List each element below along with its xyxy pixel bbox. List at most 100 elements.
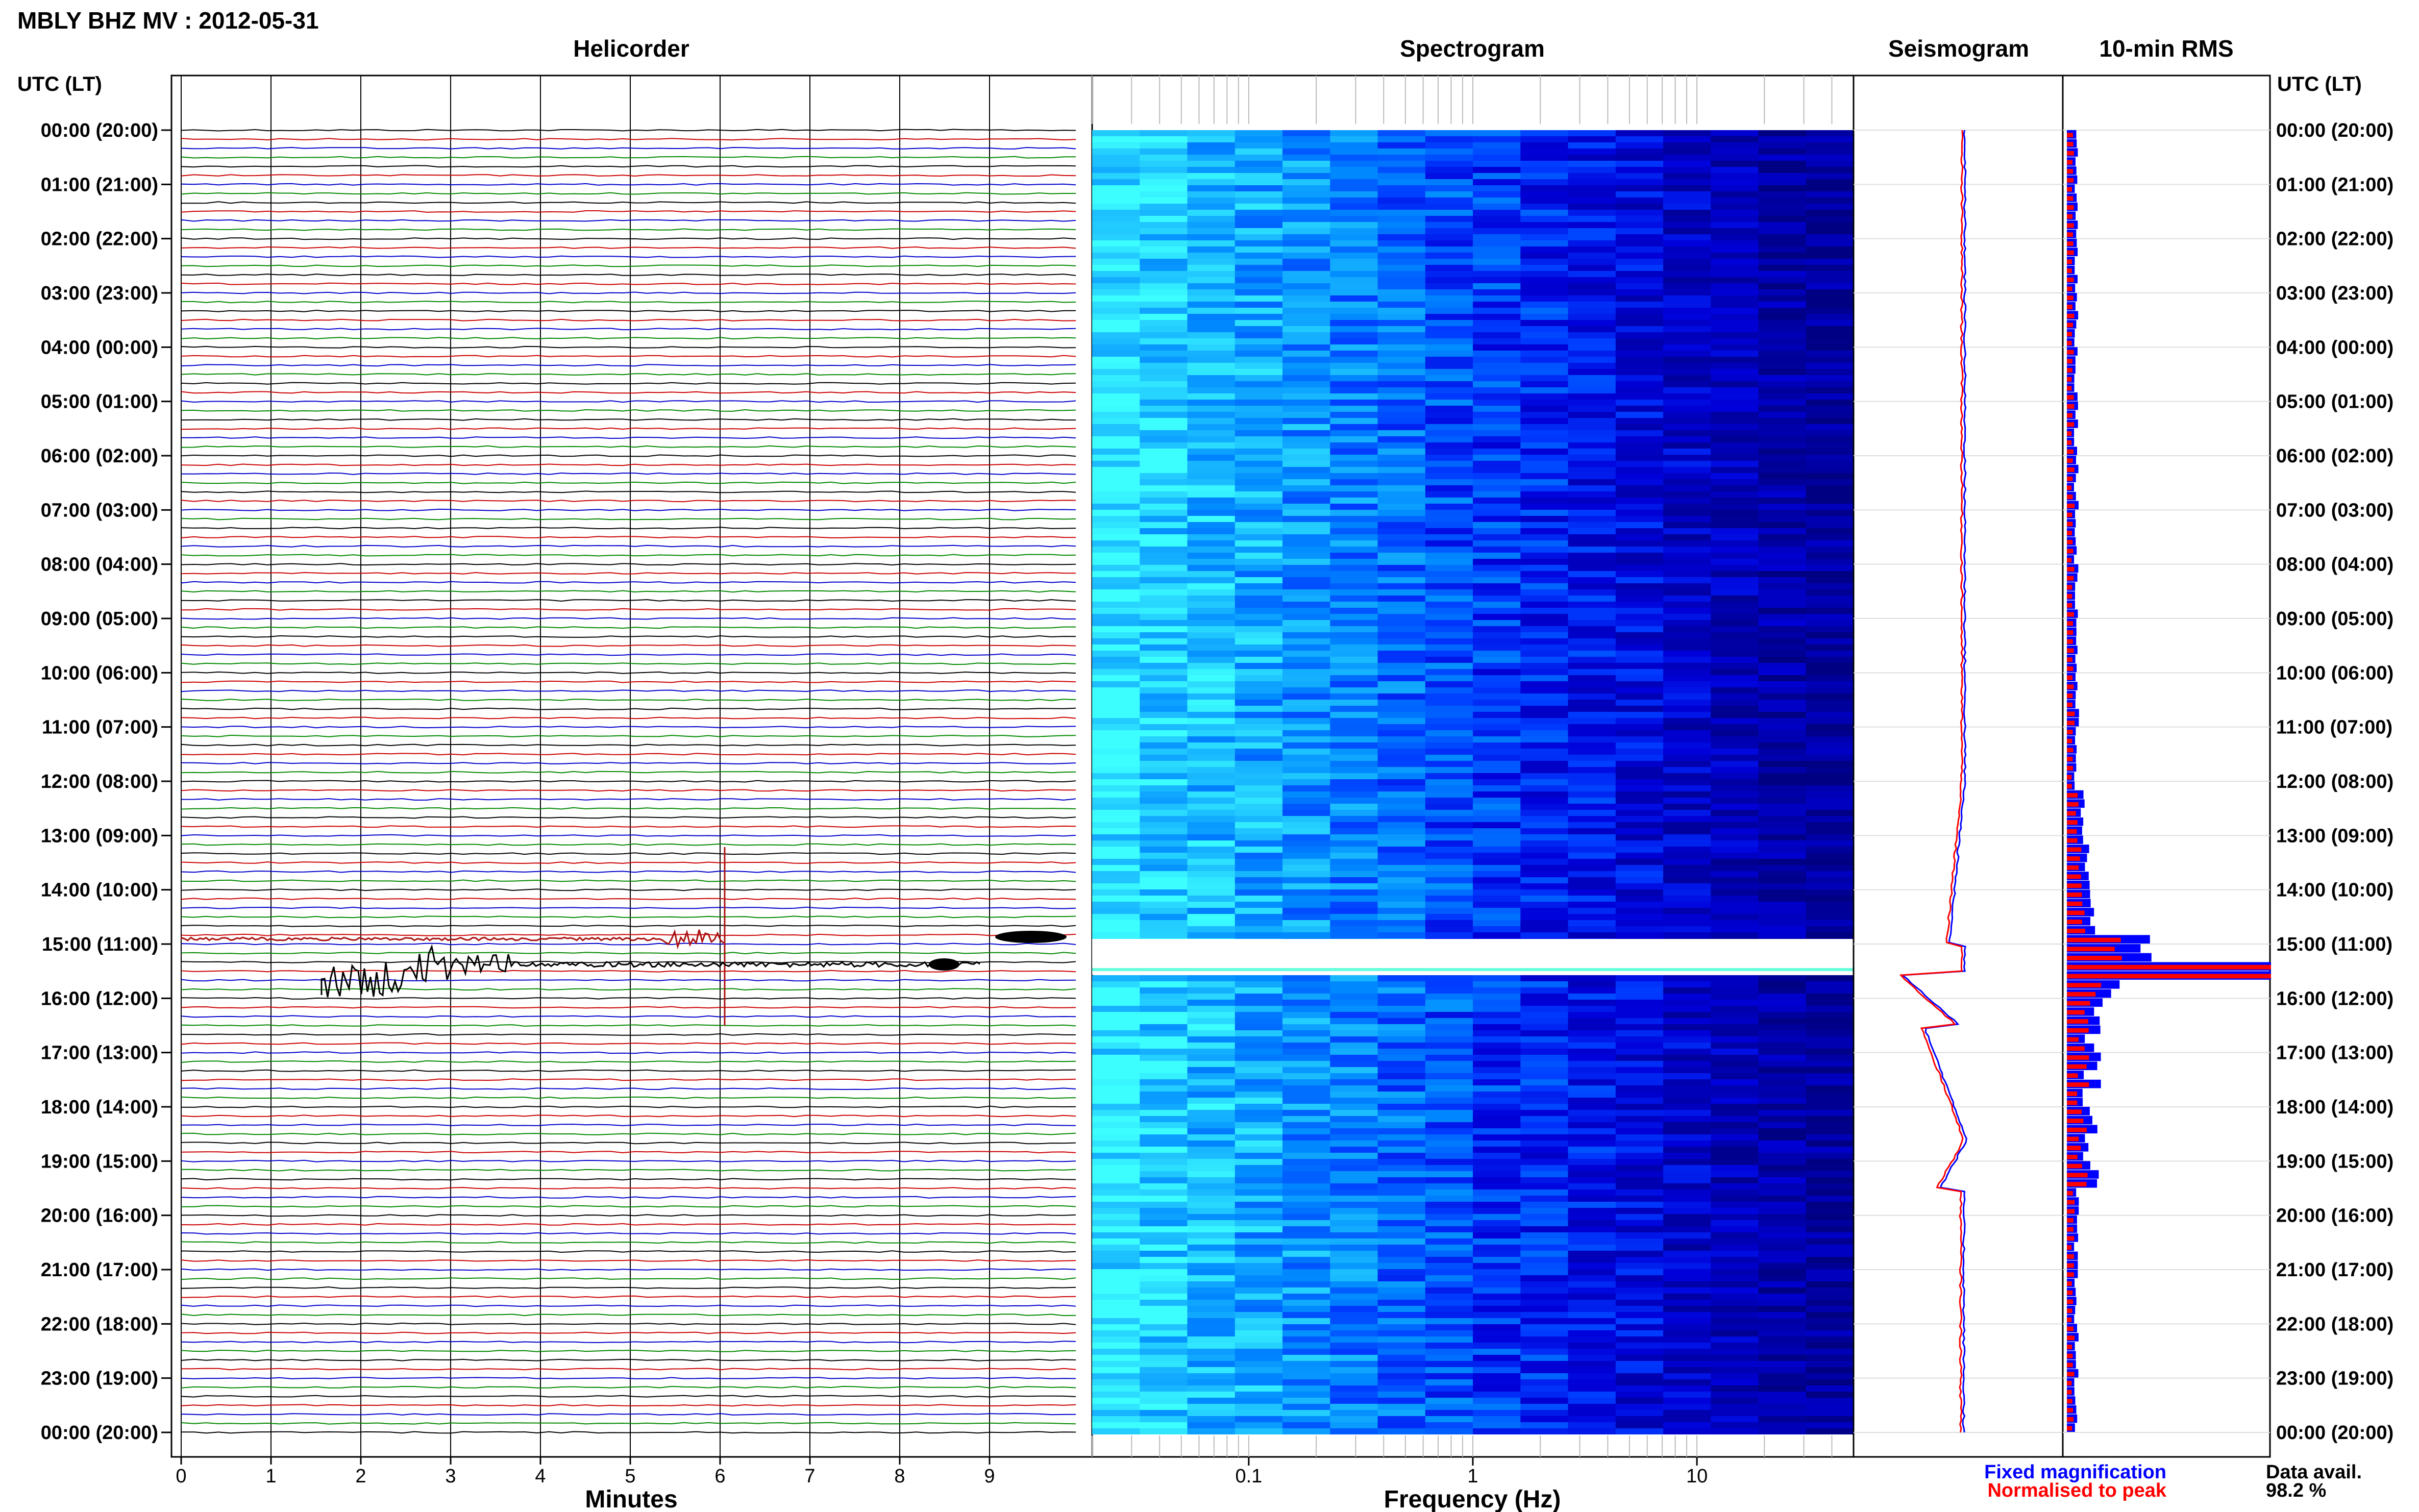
spectrogram-cell bbox=[1568, 498, 1616, 504]
spectrogram-cell bbox=[1235, 1116, 1283, 1122]
spectrogram-cell bbox=[1425, 651, 1474, 657]
spectrogram-cell bbox=[1425, 700, 1474, 706]
spectrogram-cell bbox=[1425, 779, 1474, 785]
spectrogram-cell bbox=[1568, 847, 1616, 853]
spectrogram-cell bbox=[1806, 442, 1855, 449]
helicorder-trace bbox=[181, 662, 1076, 665]
spectrogram-cell bbox=[1473, 589, 1521, 596]
helicorder-trace bbox=[181, 1151, 1076, 1154]
spectrogram-cell bbox=[1615, 179, 1664, 185]
spectrogram-cell bbox=[1758, 1196, 1807, 1202]
spectrogram-cell bbox=[1520, 1159, 1569, 1165]
spectrogram-cell bbox=[1330, 1153, 1378, 1159]
spectrogram-cell bbox=[1187, 1281, 1236, 1287]
spectrogram-cell bbox=[1663, 1061, 1712, 1067]
spectrogram-cell bbox=[1568, 853, 1616, 859]
spectrogram-cell bbox=[1473, 828, 1521, 834]
spectrogram-cell bbox=[1235, 553, 1283, 559]
spectrogram-cell bbox=[1473, 148, 1521, 155]
spectrogram-cell bbox=[1568, 449, 1616, 455]
spectrogram-cell bbox=[1235, 1110, 1283, 1116]
spectrogram-cell bbox=[1235, 228, 1283, 234]
spectrogram-cell bbox=[1377, 467, 1426, 473]
rms-bar-normalised bbox=[2067, 585, 2072, 590]
spectrogram-cell bbox=[1282, 602, 1331, 608]
spectrogram-cell bbox=[1711, 1000, 1759, 1006]
spectrogram-cell bbox=[1473, 161, 1521, 167]
spectrogram-cell bbox=[1663, 510, 1712, 516]
spectrogram-cell bbox=[1663, 1379, 1712, 1385]
spectrogram-cell bbox=[1282, 773, 1331, 779]
spectrogram-cell bbox=[1568, 1134, 1616, 1141]
spectrogram-cell bbox=[1568, 357, 1616, 363]
spectrogram-cell bbox=[1473, 571, 1521, 577]
spectrogram-cell bbox=[1473, 1416, 1521, 1422]
spectrogram-cell bbox=[1806, 1104, 1855, 1110]
spectrogram-cell bbox=[1711, 681, 1759, 687]
spectrogram-cell bbox=[1140, 130, 1188, 136]
spectrogram-cell bbox=[1092, 161, 1141, 167]
spectrogram-cell bbox=[1140, 1208, 1188, 1214]
spectrogram-cell bbox=[1140, 504, 1188, 510]
spectrogram-cell bbox=[1092, 724, 1141, 730]
spectrogram-cell bbox=[1282, 994, 1331, 1000]
spectrogram-cell bbox=[1282, 571, 1331, 577]
spectrogram-cell bbox=[1282, 1385, 1331, 1392]
spectrogram-cell bbox=[1568, 1171, 1616, 1177]
spectrogram-cell bbox=[1092, 271, 1141, 277]
spectrogram-cell bbox=[1282, 553, 1331, 559]
spectrogram-cell bbox=[1758, 565, 1807, 571]
spectrogram-cell bbox=[1758, 596, 1807, 602]
spectrogram-cell bbox=[1806, 216, 1855, 222]
spectrogram-cell bbox=[1615, 540, 1664, 547]
spectrogram-cell bbox=[1330, 1128, 1378, 1134]
spectrogram-cell bbox=[1140, 816, 1188, 822]
spectrogram-cell bbox=[1520, 865, 1569, 871]
rms-bar-normalised bbox=[2067, 1399, 2072, 1404]
spectrogram-cell bbox=[1235, 896, 1283, 902]
helicorder-trace bbox=[181, 680, 1076, 683]
spectrogram-cell bbox=[1282, 1085, 1331, 1092]
spectrogram-cell bbox=[1520, 277, 1569, 283]
spectrogram-cell bbox=[1187, 1385, 1236, 1392]
spectrogram-cell bbox=[1140, 859, 1188, 865]
spectrogram-cell bbox=[1615, 1128, 1664, 1134]
spectrogram-cell bbox=[1425, 473, 1474, 479]
spectrogram-cell bbox=[1377, 1385, 1426, 1392]
spectrogram-cell bbox=[1473, 1281, 1521, 1287]
spectrogram-cell bbox=[1615, 387, 1664, 393]
spectrogram-cell bbox=[1425, 632, 1474, 638]
spectrogram-cell bbox=[1473, 810, 1521, 816]
rms-bar-normalised bbox=[2067, 268, 2072, 273]
helicorder-event-trace bbox=[181, 929, 724, 950]
helicorder-x-ticklabel: 5 bbox=[625, 1466, 635, 1487]
spectrogram-cell bbox=[1758, 1232, 1807, 1238]
spectrogram-cell bbox=[1615, 1281, 1664, 1287]
spectrogram-cell bbox=[1235, 865, 1283, 871]
spectrogram-cell bbox=[1140, 914, 1188, 920]
rms-panel bbox=[2062, 75, 2271, 1458]
spectrogram-cell bbox=[1758, 712, 1807, 718]
spectrogram-cell bbox=[1615, 608, 1664, 614]
spectrogram-cell bbox=[1520, 534, 1569, 540]
spectrogram-cell bbox=[1092, 387, 1141, 393]
spectrogram-cell bbox=[1235, 1092, 1283, 1098]
spectrogram-cell bbox=[1235, 467, 1283, 473]
spectrogram-cell bbox=[1473, 577, 1521, 583]
spectrogram-cell bbox=[1758, 920, 1807, 926]
spectrogram-cell bbox=[1758, 387, 1807, 393]
spectrogram-cell bbox=[1663, 344, 1712, 351]
spectrogram-cell bbox=[1092, 485, 1141, 491]
spectrogram-cell bbox=[1282, 1281, 1331, 1287]
spectrogram-cell bbox=[1473, 1104, 1521, 1110]
spectrogram-cell bbox=[1282, 889, 1331, 896]
spectrogram-cell bbox=[1425, 663, 1474, 669]
spectrogram-cell bbox=[1425, 1312, 1474, 1318]
spectrogram-cell bbox=[1473, 283, 1521, 289]
spectrogram-cell bbox=[1758, 718, 1807, 724]
spectrogram-cell bbox=[1806, 1367, 1855, 1373]
spectrogram-cell bbox=[1092, 338, 1141, 344]
spectrogram-cell bbox=[1140, 1018, 1188, 1024]
spectrogram-cell bbox=[1806, 1392, 1855, 1398]
spectrogram-cell bbox=[1568, 234, 1616, 240]
